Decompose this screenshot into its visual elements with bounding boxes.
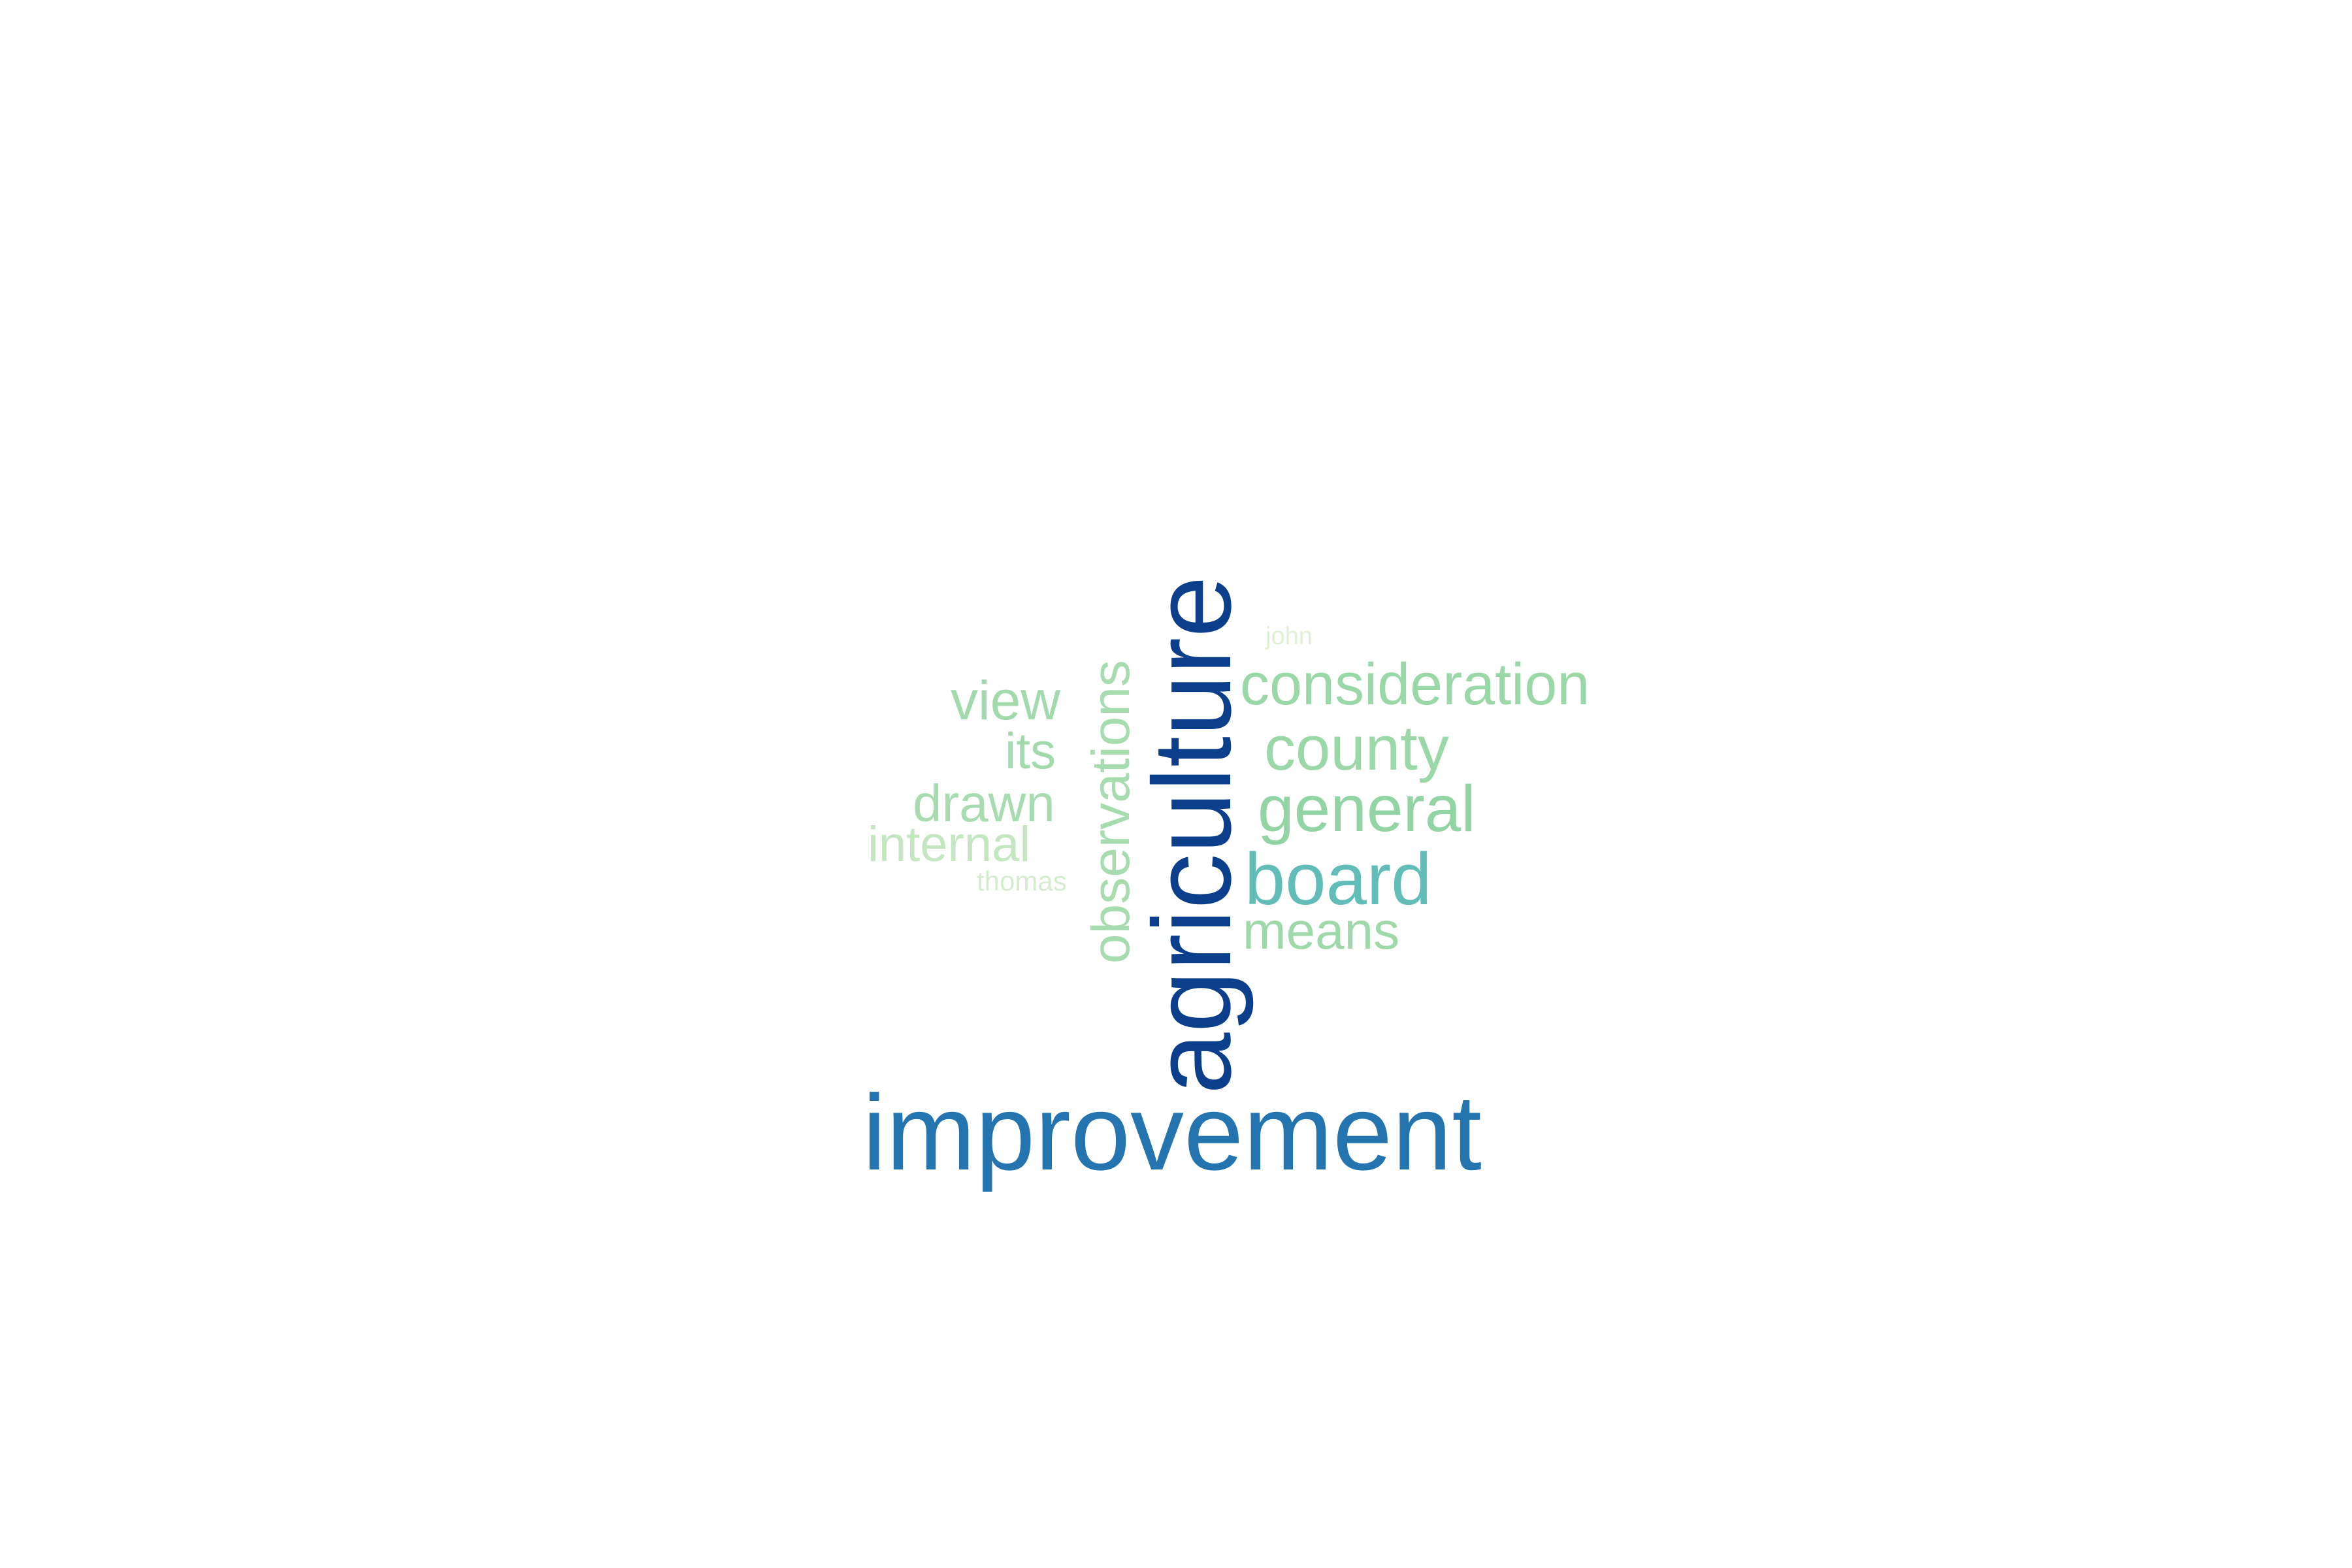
- word-its: its: [1005, 722, 1056, 779]
- word-consideration: consideration: [1240, 652, 1590, 717]
- word-drawn: drawn: [913, 774, 1055, 832]
- word-thomas: thomas: [977, 866, 1067, 896]
- word-general: general: [1258, 772, 1476, 845]
- word-view: view: [951, 670, 1061, 731]
- word-agriculture: agriculture: [1130, 576, 1254, 1094]
- word-board: board: [1245, 838, 1432, 920]
- word-internal: internal: [868, 817, 1031, 872]
- word-county: county: [1264, 713, 1449, 783]
- word-improvement: improvement: [862, 1073, 1482, 1192]
- word-observations: observations: [1081, 660, 1141, 964]
- word-john: john: [1266, 623, 1313, 650]
- word-means: means: [1243, 902, 1400, 960]
